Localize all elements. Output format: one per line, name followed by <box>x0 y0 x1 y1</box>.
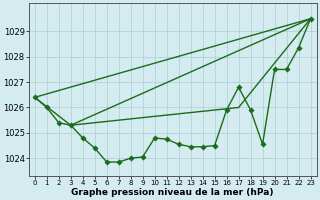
X-axis label: Graphe pression niveau de la mer (hPa): Graphe pression niveau de la mer (hPa) <box>71 188 274 197</box>
